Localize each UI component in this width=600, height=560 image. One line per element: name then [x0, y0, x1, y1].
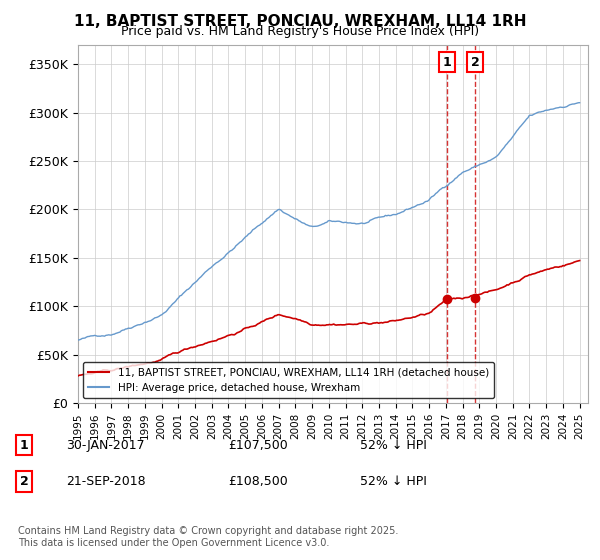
Legend: 11, BAPTIST STREET, PONCIAU, WREXHAM, LL14 1RH (detached house), HPI: Average pr: 11, BAPTIST STREET, PONCIAU, WREXHAM, LL… [83, 362, 494, 398]
Text: Price paid vs. HM Land Registry's House Price Index (HPI): Price paid vs. HM Land Registry's House … [121, 25, 479, 38]
Text: 52% ↓ HPI: 52% ↓ HPI [360, 475, 427, 488]
Text: Contains HM Land Registry data © Crown copyright and database right 2025.
This d: Contains HM Land Registry data © Crown c… [18, 526, 398, 548]
Text: 52% ↓ HPI: 52% ↓ HPI [360, 438, 427, 452]
Text: 21-SEP-2018: 21-SEP-2018 [66, 475, 146, 488]
Text: 2: 2 [471, 56, 479, 69]
Text: £107,500: £107,500 [228, 438, 288, 452]
Text: 11, BAPTIST STREET, PONCIAU, WREXHAM, LL14 1RH: 11, BAPTIST STREET, PONCIAU, WREXHAM, LL… [74, 14, 526, 29]
Text: 1: 1 [20, 438, 28, 452]
Text: £108,500: £108,500 [228, 475, 288, 488]
Text: 30-JAN-2017: 30-JAN-2017 [66, 438, 145, 452]
Text: 2: 2 [20, 475, 28, 488]
Text: 1: 1 [443, 56, 452, 69]
